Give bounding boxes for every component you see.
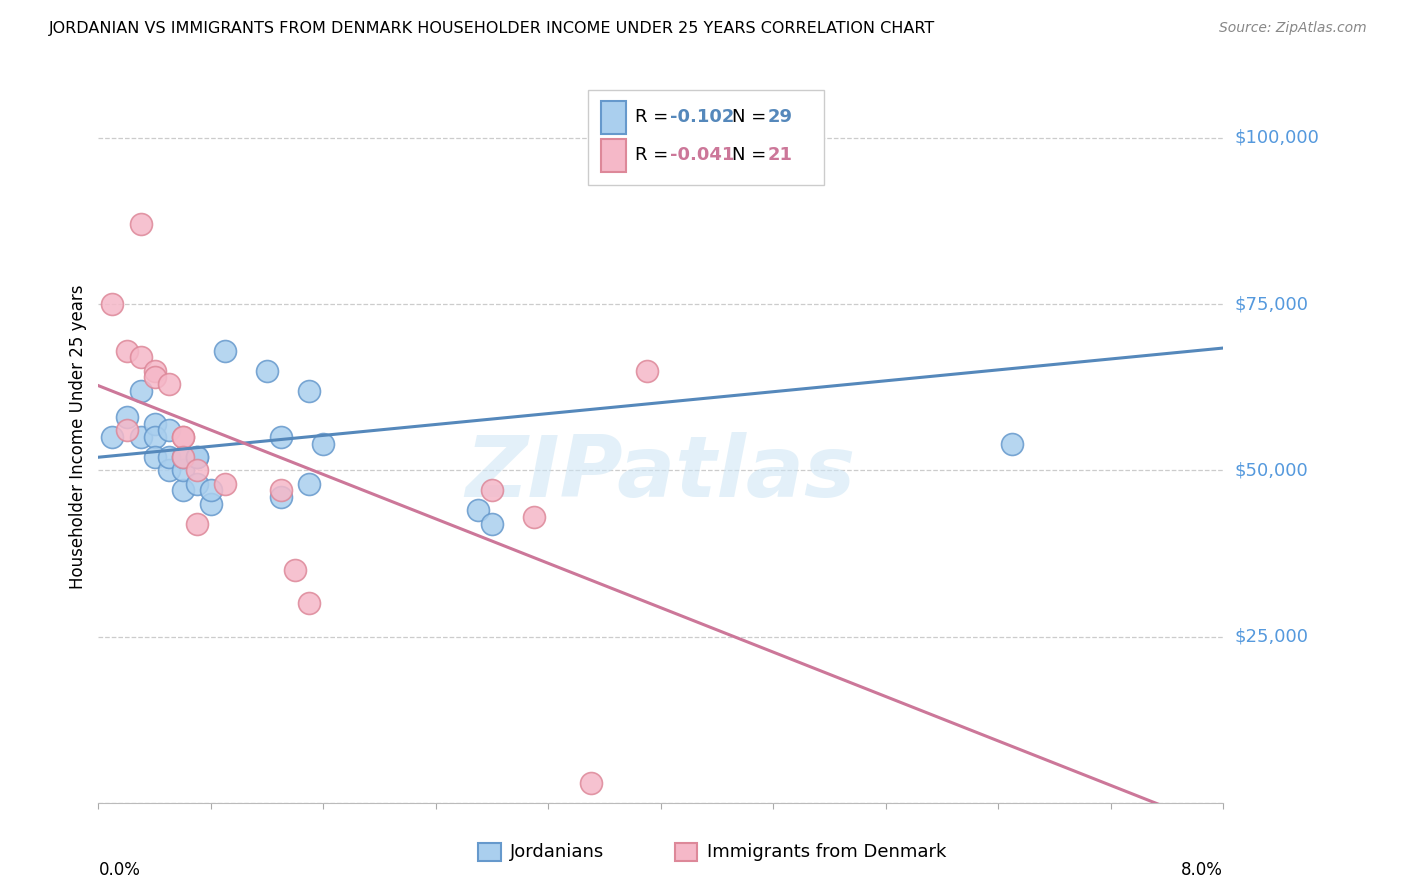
Point xyxy=(101,297,124,311)
Point xyxy=(115,343,138,358)
Point xyxy=(143,450,166,464)
Point xyxy=(172,463,194,477)
Text: -0.102: -0.102 xyxy=(669,109,734,127)
Point xyxy=(579,776,602,790)
Point xyxy=(157,463,180,477)
Point xyxy=(186,476,208,491)
Point xyxy=(186,516,208,531)
Point xyxy=(481,483,503,498)
Text: $50,000: $50,000 xyxy=(1234,461,1308,479)
Point xyxy=(200,483,222,498)
Point xyxy=(467,503,489,517)
Point xyxy=(129,430,152,444)
Point xyxy=(172,450,194,464)
Point xyxy=(172,430,194,444)
Point xyxy=(129,351,152,365)
Point xyxy=(298,596,321,610)
Text: -0.041: -0.041 xyxy=(669,146,734,164)
Text: N =: N = xyxy=(731,109,772,127)
Point xyxy=(143,417,166,431)
Point xyxy=(270,483,292,498)
Text: $25,000: $25,000 xyxy=(1234,628,1309,646)
Point xyxy=(172,450,194,464)
Point xyxy=(172,483,194,498)
Text: ZIPatlas: ZIPatlas xyxy=(465,432,856,516)
Point xyxy=(481,516,503,531)
Text: $75,000: $75,000 xyxy=(1234,295,1309,313)
Text: R =: R = xyxy=(636,146,673,164)
Text: 21: 21 xyxy=(768,146,793,164)
Text: Immigrants from Denmark: Immigrants from Denmark xyxy=(707,843,946,861)
Point xyxy=(270,490,292,504)
Text: Source: ZipAtlas.com: Source: ZipAtlas.com xyxy=(1219,21,1367,36)
Point xyxy=(186,450,208,464)
Point xyxy=(523,509,546,524)
Text: $100,000: $100,000 xyxy=(1234,128,1319,147)
Point xyxy=(256,363,278,377)
Text: 0.0%: 0.0% xyxy=(98,862,141,880)
Text: 29: 29 xyxy=(768,109,793,127)
Point xyxy=(172,430,194,444)
Point xyxy=(115,424,138,438)
Point xyxy=(214,343,236,358)
Point xyxy=(270,430,292,444)
Point xyxy=(186,450,208,464)
Point xyxy=(143,370,166,384)
Point xyxy=(157,450,180,464)
Point xyxy=(129,384,152,398)
Point xyxy=(284,563,307,577)
Text: Jordanians: Jordanians xyxy=(510,843,605,861)
FancyBboxPatch shape xyxy=(588,90,824,185)
Text: N =: N = xyxy=(731,146,772,164)
Point xyxy=(129,217,152,231)
Point xyxy=(734,157,756,171)
Point xyxy=(115,410,138,425)
FancyBboxPatch shape xyxy=(602,101,626,134)
Point xyxy=(200,497,222,511)
Point xyxy=(143,430,166,444)
Point xyxy=(298,476,321,491)
Point xyxy=(157,376,180,391)
FancyBboxPatch shape xyxy=(602,139,626,172)
Point xyxy=(186,463,208,477)
Text: R =: R = xyxy=(636,109,673,127)
Text: JORDANIAN VS IMMIGRANTS FROM DENMARK HOUSEHOLDER INCOME UNDER 25 YEARS CORRELATI: JORDANIAN VS IMMIGRANTS FROM DENMARK HOU… xyxy=(49,21,935,37)
Point xyxy=(157,424,180,438)
Point xyxy=(1001,436,1024,450)
Point xyxy=(214,476,236,491)
Point xyxy=(143,363,166,377)
Point xyxy=(636,363,658,377)
Y-axis label: Householder Income Under 25 years: Householder Income Under 25 years xyxy=(69,285,87,590)
Point xyxy=(312,436,335,450)
Text: 8.0%: 8.0% xyxy=(1181,862,1223,880)
Point xyxy=(298,384,321,398)
Point xyxy=(101,430,124,444)
